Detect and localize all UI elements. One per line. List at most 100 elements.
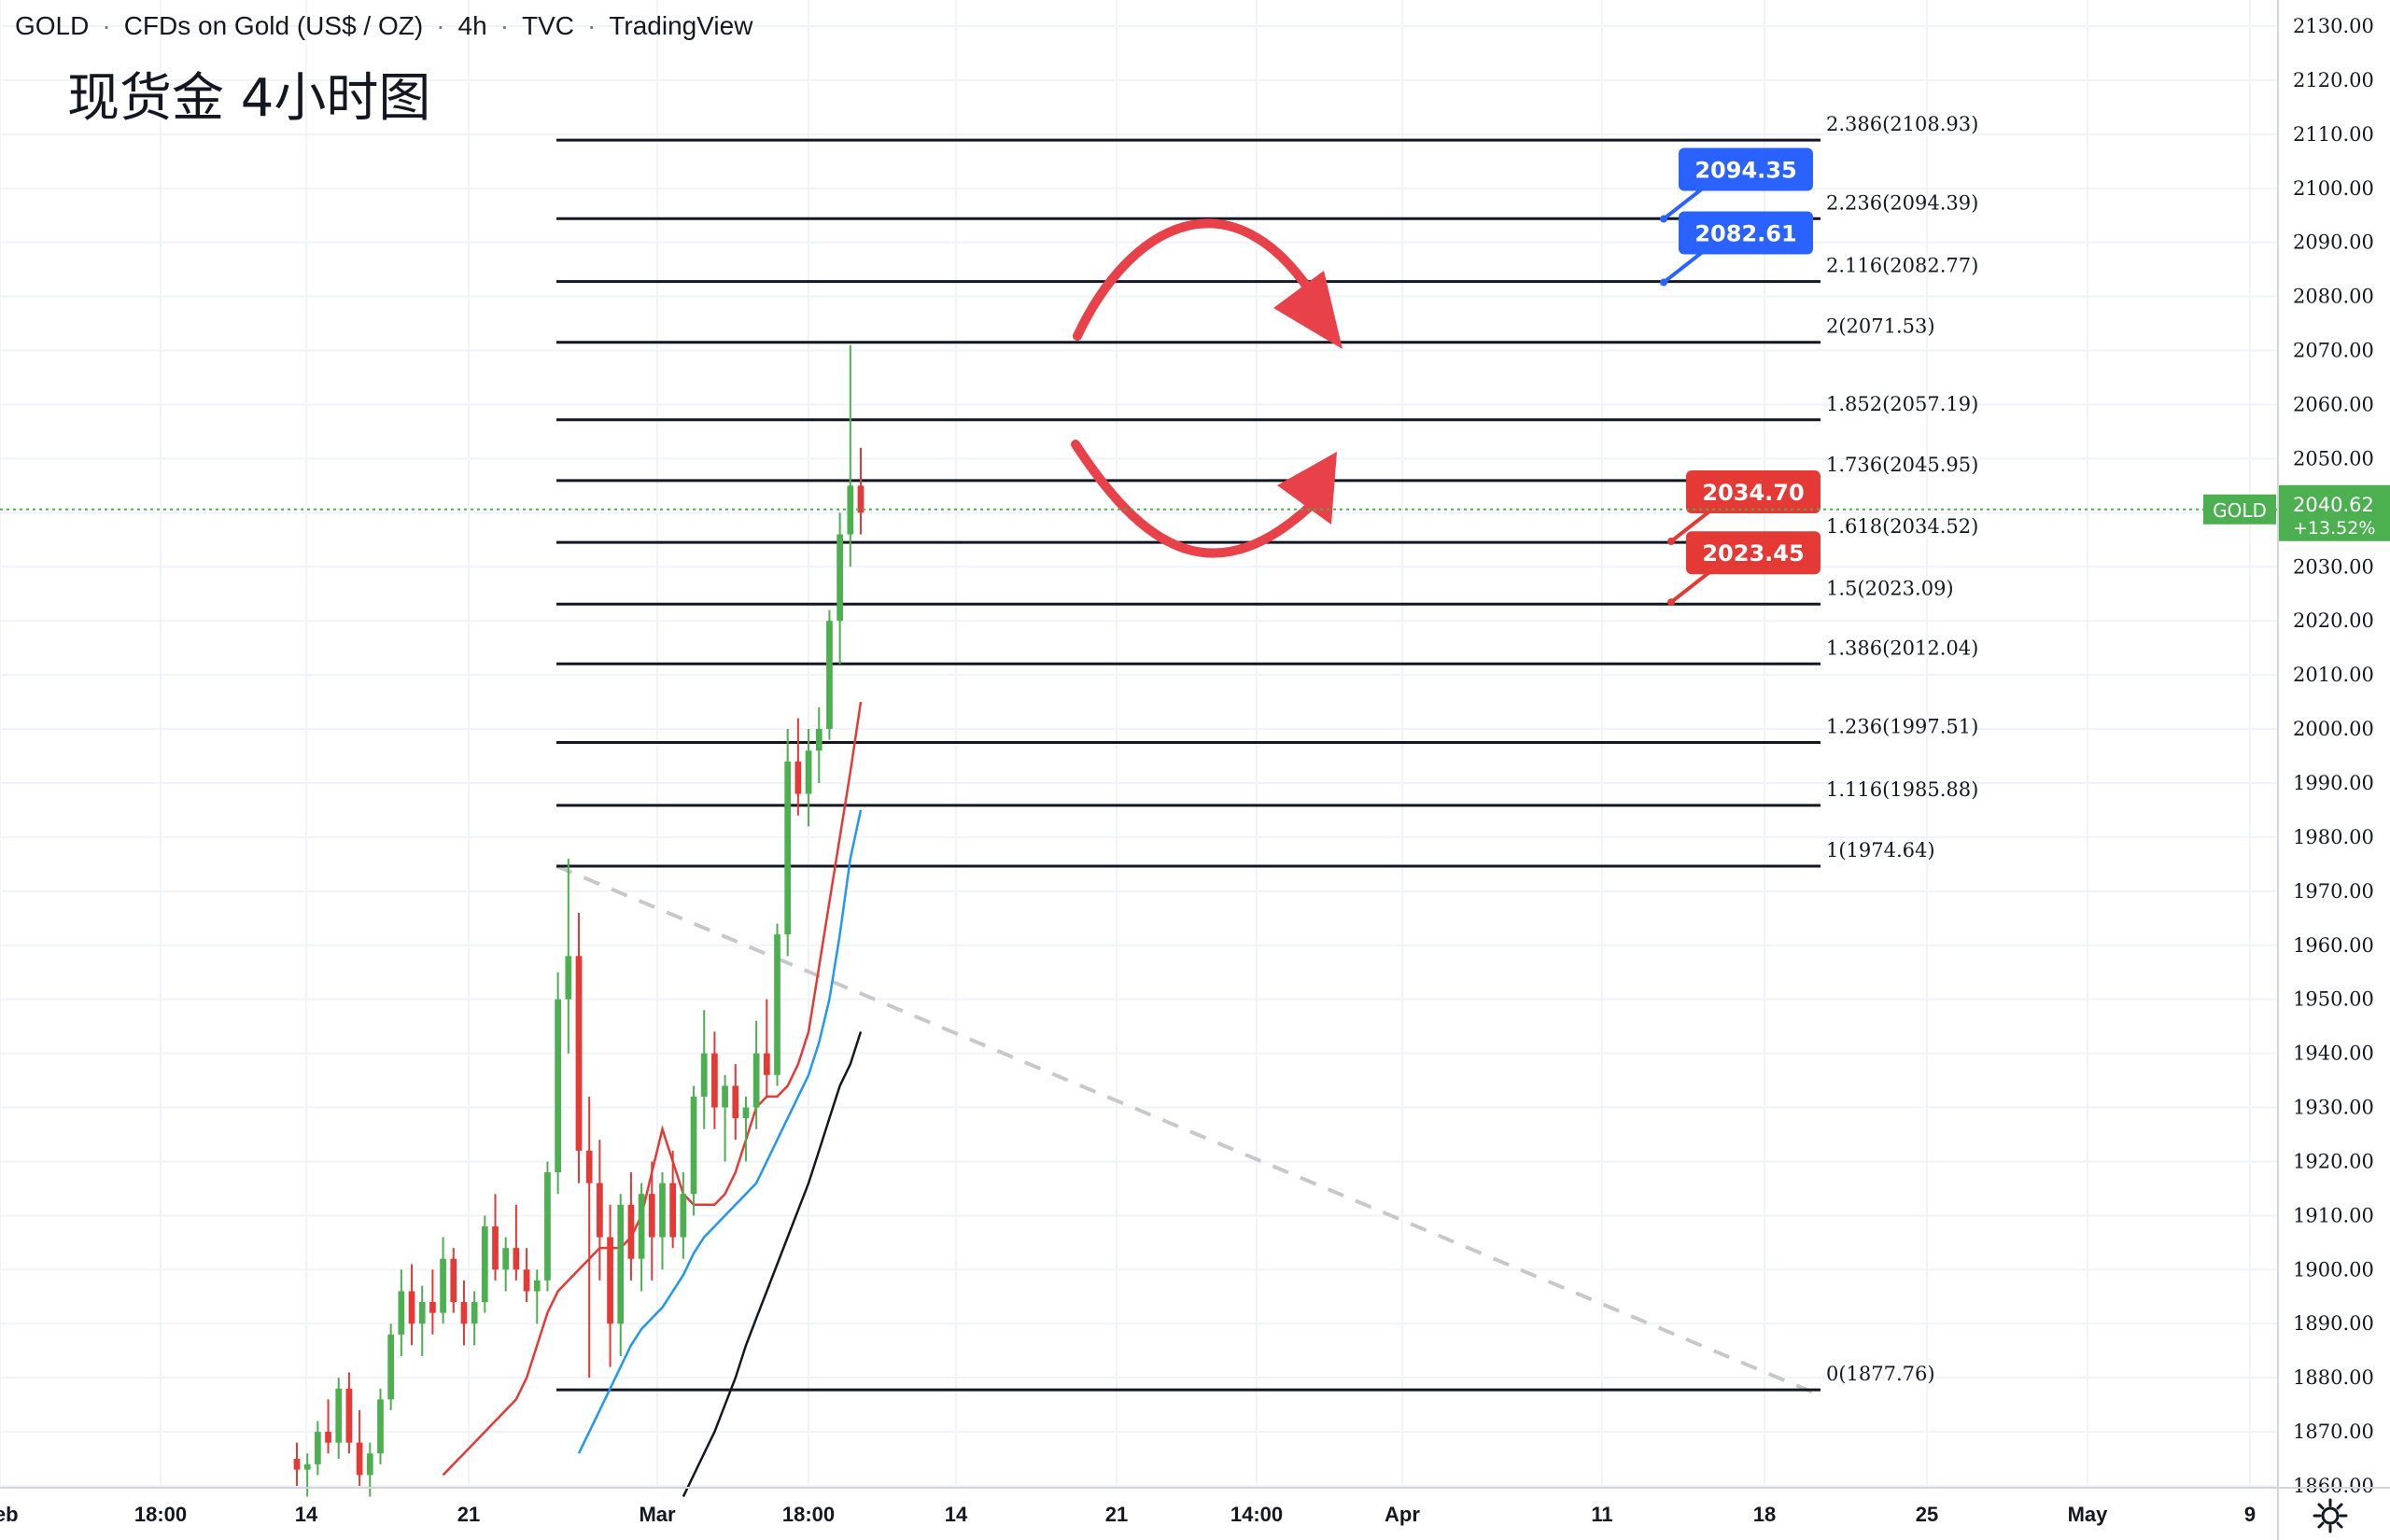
y-tick-label: 2030.00	[2293, 555, 2374, 578]
y-tick-label: 1890.00	[2293, 1312, 2374, 1335]
candle-body	[607, 1237, 613, 1324]
price-callout-text: 2094.35	[1694, 158, 1796, 184]
y-tick-label: 2120.00	[2293, 69, 2374, 91]
x-tick-label: Mar	[639, 1503, 676, 1526]
y-tick-label: 2110.00	[2293, 123, 2374, 146]
price-callout-text: 2023.45	[1702, 540, 1804, 567]
price-callouts[interactable]: 2094.35 2082.61 2034.70 2023.45	[1660, 147, 1821, 607]
y-tick-label: 1940.00	[2293, 1043, 2374, 1065]
annotation-title: 现货金 4小时图	[67, 68, 431, 129]
x-tick-label: May	[2068, 1503, 2109, 1526]
forecast-arrows	[1071, 218, 1343, 558]
candle-body	[377, 1399, 384, 1454]
price-callout-box[interactable]	[1686, 531, 1821, 575]
price-axis[interactable]: 1860.00 1870.00 1880.00 1890.00 1900.00 1910.…	[2277, 0, 2374, 1540]
price-callout-box[interactable]	[1686, 470, 1821, 514]
fib-level-label: 1.116(1985.88)	[1826, 778, 1978, 801]
callout-anchor	[1667, 598, 1675, 607]
price-callout-box[interactable]	[1679, 211, 1813, 255]
arrow-down-then-up	[1071, 440, 1329, 558]
fib-level-label: 0(1877.76)	[1826, 1363, 1935, 1385]
candle-body	[815, 729, 822, 751]
y-tick-label: 2060.00	[2293, 394, 2374, 416]
callout-anchor	[1660, 278, 1667, 287]
y-tick-label: 1870.00	[2293, 1421, 2374, 1443]
x-tick-label: 14	[295, 1503, 318, 1526]
candle-body	[533, 1280, 541, 1292]
x-tick-label: 21	[457, 1503, 480, 1526]
moving-average-line	[577, 809, 863, 1454]
fibonacci-levels[interactable]: 2.386(2108.93) 2.236(2094.39) 2.116(2082.7…	[556, 113, 1978, 1392]
y-tick-label: 2130.00	[2293, 15, 2374, 37]
price-callout-box[interactable]	[1679, 147, 1813, 191]
y-tick-label: 1910.00	[2293, 1204, 2374, 1226]
callout-anchor	[1667, 538, 1675, 546]
x-tick-label: 18	[1753, 1503, 1776, 1526]
x-tick-label: 25	[1916, 1503, 1938, 1526]
candle-body	[826, 621, 833, 730]
candle-body	[387, 1334, 395, 1400]
candle-body	[836, 534, 843, 622]
candle-body	[805, 750, 812, 794]
candle-body	[502, 1248, 510, 1270]
y-tick-label: 2010.00	[2293, 664, 2374, 686]
candle-body	[857, 485, 865, 513]
exchange-label: TVC	[522, 11, 575, 40]
fib-level-label: 2.386(2108.93)	[1826, 113, 1978, 135]
y-tick-label: 2090.00	[2293, 231, 2374, 254]
y-tick-label: 1920.00	[2293, 1150, 2374, 1172]
candle-body	[774, 934, 780, 1075]
instrument-name: CFDs on Gold (US$ / OZ)	[123, 11, 424, 40]
candle-body	[763, 1053, 770, 1075]
candle-body	[303, 1463, 311, 1470]
candle-body	[366, 1453, 373, 1476]
last-price-change: +13.52%	[2293, 518, 2375, 539]
candle-body	[597, 1183, 603, 1238]
interval-label[interactable]: 4h	[457, 11, 487, 40]
y-tick-label: 1950.00	[2293, 988, 2374, 1011]
y-tick-label: 1980.00	[2293, 826, 2374, 848]
moving-average-line	[442, 701, 863, 1477]
gear-icon[interactable]	[2312, 1497, 2349, 1534]
symbol-label[interactable]: GOLD	[15, 11, 90, 40]
candle-body	[690, 1096, 697, 1195]
candle-body	[544, 1172, 551, 1281]
x-tick-label: 18:00	[782, 1503, 835, 1526]
price-callout-text: 2082.61	[1694, 221, 1796, 247]
arrow-up-then-down	[1073, 218, 1321, 341]
candle-body	[648, 1194, 655, 1238]
candle-body	[627, 1204, 635, 1259]
trend-line-segment	[555, 864, 1821, 1397]
callout-anchor	[1660, 215, 1667, 223]
candle-body	[565, 956, 572, 1000]
candle-body	[460, 1302, 468, 1324]
x-tick-label: 21	[1105, 1503, 1128, 1526]
arrowhead-icon	[1273, 271, 1343, 349]
arrowhead-icon	[1277, 452, 1337, 525]
fib-level-label: 1.618(2034.52)	[1826, 515, 1978, 538]
price-callout-text: 2034.70	[1702, 480, 1804, 506]
candle-body	[408, 1291, 415, 1324]
y-tick-label: 1860.00	[2293, 1475, 2374, 1497]
brand-label: TradingView	[609, 11, 753, 40]
y-tick-label: 2050.00	[2293, 447, 2374, 469]
candle-body	[659, 1183, 666, 1238]
y-tick-label: 2020.00	[2293, 609, 2374, 632]
fib-level-label: 1.386(2012.04)	[1826, 637, 1978, 659]
candle-body	[669, 1183, 677, 1238]
chart-header: GOLD · CFDs on Gold (US$ / OZ) · 4h · TVC · Trad…	[15, 11, 753, 40]
candle-body	[450, 1258, 457, 1303]
candle-body	[742, 1107, 750, 1119]
callout-pointer	[1662, 246, 1708, 285]
time-axis[interactable]: Feb 18:00 14 21 Mar 18:00 14 21 14:00 Apr 11 18 25 Ma…	[0, 1487, 2390, 1526]
grid-lines	[0, 0, 2278, 1487]
candle-body	[471, 1302, 478, 1324]
fib-level-label: 1.852(2057.19)	[1826, 393, 1978, 415]
symbol-tag-text: GOLD	[2213, 499, 2267, 522]
y-tick-label: 1900.00	[2293, 1258, 2374, 1281]
candle-body	[680, 1194, 687, 1238]
candle-body	[293, 1459, 301, 1470]
symbol-tag-box	[2203, 494, 2276, 525]
y-tick-label: 1990.00	[2293, 772, 2374, 794]
